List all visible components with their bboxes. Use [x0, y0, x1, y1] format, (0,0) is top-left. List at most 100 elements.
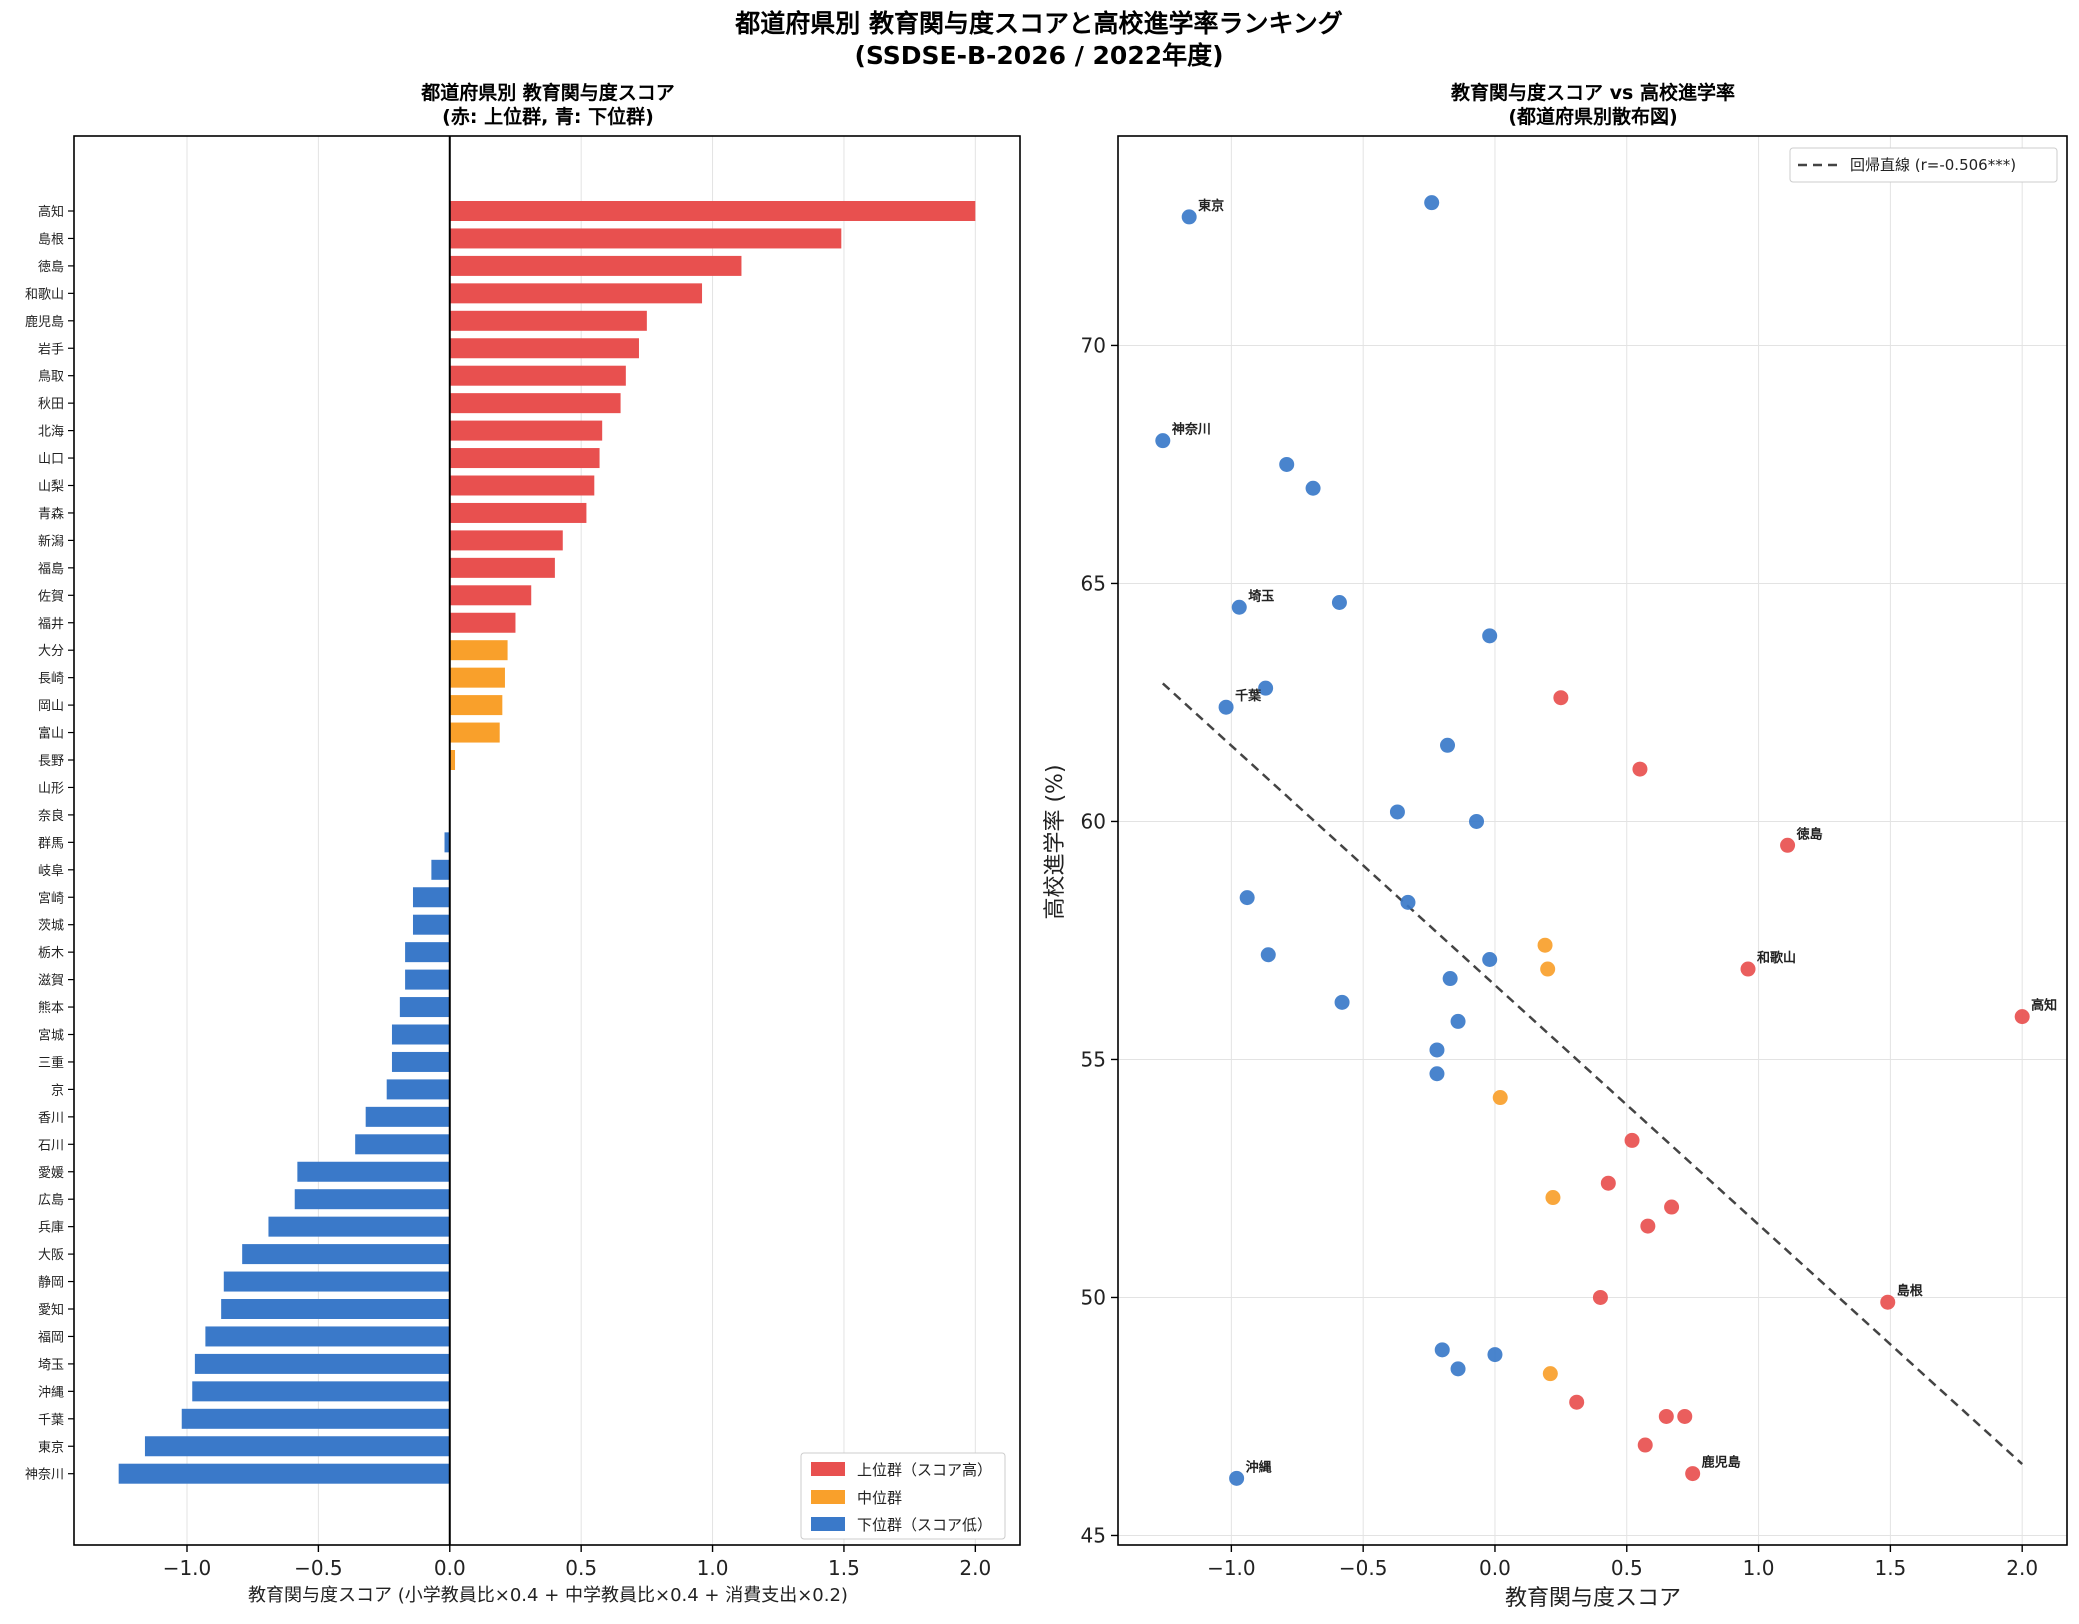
bar — [449, 393, 621, 414]
scatter-axes-frame — [1117, 135, 2068, 1546]
scatter-point — [1450, 1013, 1466, 1029]
scatter-point — [1492, 1090, 1508, 1106]
bar — [449, 640, 508, 661]
scatter-legend-box — [1789, 147, 2058, 183]
scatter-x-tick-label: −1.0 — [1207, 1556, 1256, 1580]
scatter-point — [1434, 1342, 1450, 1358]
bar-category-label: 和歌山 — [25, 287, 64, 302]
scatter-y-axis-label: 高校進学率 (%) — [1043, 764, 1068, 919]
bar — [449, 310, 647, 331]
scatter-point — [1400, 894, 1416, 910]
legend-swatch-low — [811, 1517, 845, 1531]
scatter-legend: 回帰直線 (r=-0.506***) — [1789, 147, 2058, 183]
bar — [449, 612, 516, 633]
scatter-x-tick-label: 2.0 — [2006, 1556, 2038, 1580]
legend-label-mid: 中位群 — [857, 1489, 902, 1507]
scatter-y-tick-label: 65 — [1081, 571, 1106, 595]
scatter-point — [1537, 937, 1553, 953]
bar — [412, 914, 450, 935]
legend-regression-label: 回帰直線 (r=-0.506***) — [1850, 156, 2016, 174]
bar-category-label: 福岡 — [38, 1330, 64, 1345]
bar-category-label: 新潟 — [38, 533, 64, 549]
bar-chart-panel: 都道府県別 教育関与度スコア (赤: 上位群, 青: 下位群) 高知島根徳島和歌… — [25, 81, 1021, 1606]
bar — [449, 667, 505, 688]
scatter-point — [1389, 804, 1405, 820]
bar — [386, 1079, 450, 1100]
bar — [294, 1189, 450, 1210]
bar — [268, 1216, 450, 1237]
scatter-point — [1540, 961, 1556, 977]
bar — [449, 255, 742, 276]
bar-x-tick-label: 0.0 — [434, 1556, 466, 1580]
scatter-point — [1424, 195, 1440, 211]
scatter-y-tick-label: 60 — [1081, 809, 1106, 833]
scatter-title-line1: 教育関与度スコア vs 高校進学率 — [1451, 81, 1735, 104]
scatter-x-tick-label: 1.0 — [1743, 1556, 1775, 1580]
bar-category-label: 北海 — [38, 425, 64, 440]
bar — [449, 722, 500, 743]
scatter-point — [1637, 1437, 1653, 1453]
scatter-point — [1542, 1366, 1558, 1382]
scatter-point — [1685, 1466, 1701, 1482]
bar — [242, 1244, 450, 1265]
bar-category-label: 高知 — [38, 204, 64, 220]
legend-swatch-high — [811, 1462, 845, 1476]
scatter-point — [1229, 1470, 1245, 1486]
point-annotation: 鹿児島 — [1702, 1455, 1741, 1471]
scatter-x-tick-label: 0.0 — [1479, 1556, 1511, 1580]
scatter-y-ticks: 45 50 55 60 65 70 — [1081, 333, 1118, 1547]
figure-title-line2: (SSDSE-B-2026 / 2022年度) — [854, 41, 1223, 70]
bar-category-label: 長野 — [38, 754, 64, 769]
bar — [391, 1051, 450, 1072]
bar-category-label: 鹿児島 — [25, 314, 64, 330]
scatter-y-tick-label: 45 — [1081, 1523, 1106, 1547]
scatter-point — [1181, 209, 1197, 225]
bar — [431, 859, 450, 880]
scatter-point — [1632, 761, 1648, 777]
scatter-point — [1429, 1042, 1445, 1058]
bar-category-label: 岡山 — [38, 699, 64, 714]
bar — [449, 585, 532, 606]
bar-category-label: 山形 — [38, 781, 64, 796]
scatter-point — [1331, 594, 1347, 610]
scatter-x-tick-label: 1.5 — [1874, 1556, 1906, 1580]
bar-x-tick-label: 1.0 — [697, 1556, 729, 1580]
point-annotation: 千葉 — [1235, 688, 1262, 704]
bar — [118, 1463, 450, 1484]
scatter-point — [1440, 737, 1456, 753]
bar-x-tick-label: 2.0 — [959, 1556, 991, 1580]
bar-category-label: 茨城 — [38, 919, 64, 934]
scatter-point — [1218, 699, 1234, 715]
scatter-point — [1487, 1347, 1503, 1363]
point-annotation: 高知 — [2031, 998, 2057, 1014]
scatter-point — [1780, 837, 1796, 853]
bar-category-label: 大阪 — [38, 1248, 64, 1263]
bar-legend: 上位群（スコア高） 中位群 下位群（スコア低） — [800, 1452, 1006, 1540]
bar-category-label: 山口 — [38, 452, 64, 467]
bar-legend-box — [800, 1452, 1006, 1540]
legend-label-low: 下位群（スコア低） — [857, 1516, 992, 1534]
bar-category-label: 三重 — [38, 1055, 64, 1071]
point-annotation: 埼玉 — [1248, 588, 1274, 604]
bar-category-label: 熊本 — [38, 1000, 64, 1016]
bar-category-label: 石川 — [38, 1138, 64, 1153]
bar — [192, 1381, 450, 1402]
scatter-points — [1155, 195, 2030, 1486]
bar-x-axis-label: 教育関与度スコア (小学教員比×0.4 + 中学教員比×0.4 + 消費支出×0… — [248, 1585, 848, 1606]
bar — [449, 420, 603, 441]
bar-category-label: 青森 — [38, 507, 64, 522]
bar — [405, 942, 450, 963]
scatter-point — [1334, 994, 1350, 1010]
scatter-point — [1482, 952, 1498, 968]
bar — [194, 1353, 450, 1374]
scatter-point — [1658, 1408, 1674, 1424]
bar-x-ticks: −1.0 −0.5 0.0 0.5 1.0 1.5 2.0 — [163, 1545, 991, 1580]
bar-category-label: 山梨 — [38, 480, 64, 495]
bar-category-label: 埼玉 — [38, 1358, 64, 1373]
bar-category-label: 沖縄 — [38, 1385, 64, 1400]
bar-category-label: 鳥取 — [38, 370, 64, 385]
scatter-y-tick-label: 55 — [1081, 1047, 1106, 1071]
point-annotation: 島根 — [1897, 1283, 1924, 1299]
scatter-point — [1442, 971, 1458, 987]
